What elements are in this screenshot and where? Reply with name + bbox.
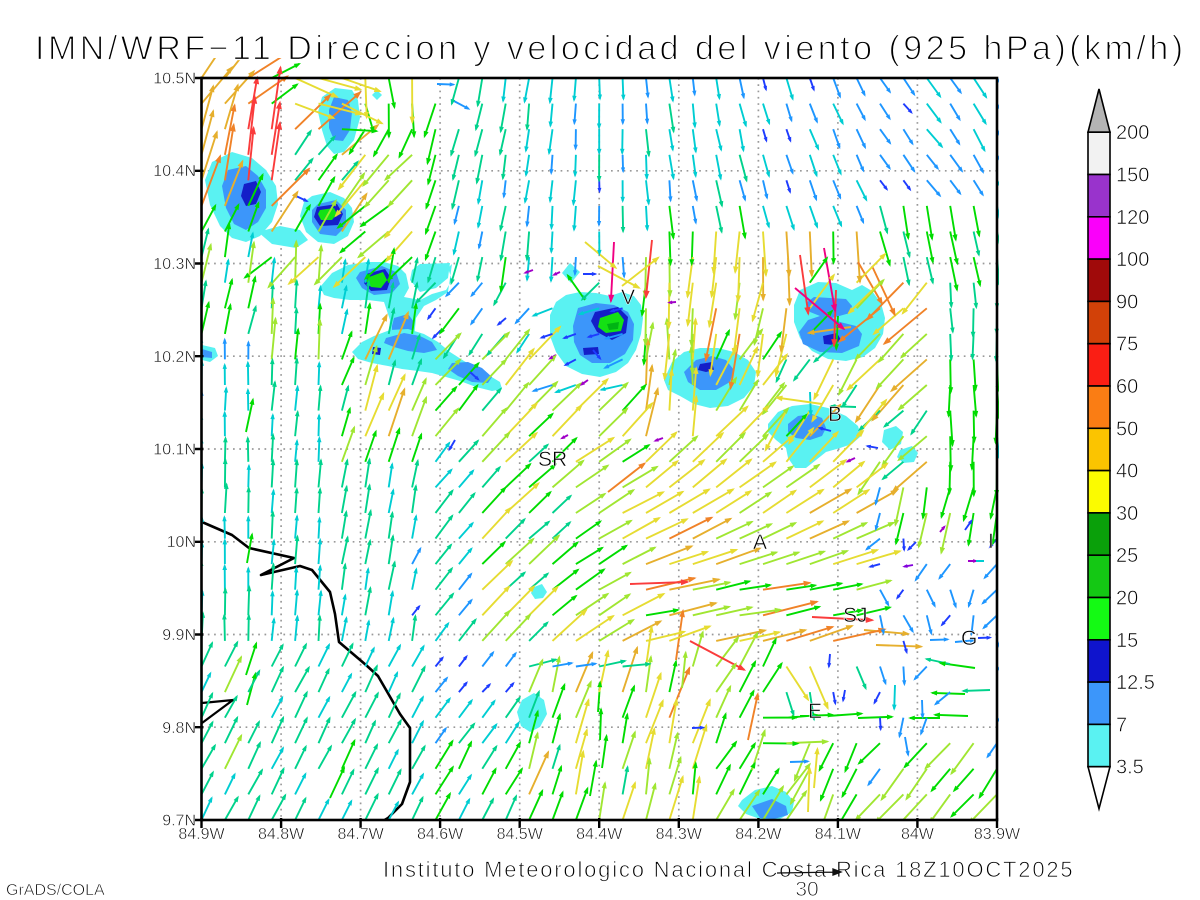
svg-text:V: V xyxy=(621,286,635,309)
svg-text:84W: 84W xyxy=(901,826,935,843)
svg-text:20: 20 xyxy=(1116,588,1138,610)
svg-text:84.3W: 84.3W xyxy=(656,826,703,843)
svg-text:3.5: 3.5 xyxy=(1116,757,1144,779)
svg-text:100: 100 xyxy=(1116,249,1149,271)
svg-text:75: 75 xyxy=(1116,334,1138,356)
svg-text:7: 7 xyxy=(1116,714,1127,736)
svg-text:15: 15 xyxy=(1116,630,1138,652)
svg-text:SR: SR xyxy=(538,448,567,471)
svg-text:50: 50 xyxy=(1116,418,1138,440)
svg-text:9.8N: 9.8N xyxy=(162,720,196,737)
svg-text:200: 200 xyxy=(1116,122,1149,144)
svg-text:83.9W: 83.9W xyxy=(974,826,1021,843)
svg-text:84.1W: 84.1W xyxy=(815,826,862,843)
svg-text:84.9W: 84.9W xyxy=(178,826,225,843)
svg-text:10.3N: 10.3N xyxy=(153,256,196,273)
svg-text:Instituto Meteorologico Nacion: Instituto Meteorologico Nacional Costa R… xyxy=(383,857,1074,882)
svg-text:40: 40 xyxy=(1116,461,1138,483)
svg-text:B: B xyxy=(828,403,842,426)
svg-text:SJ: SJ xyxy=(843,604,868,627)
svg-text:GrADS/COLA: GrADS/COLA xyxy=(6,882,105,899)
svg-text:9.7N: 9.7N xyxy=(162,813,196,830)
svg-text:10.1N: 10.1N xyxy=(153,442,196,459)
svg-text:A: A xyxy=(753,531,767,554)
svg-text:84.7W: 84.7W xyxy=(337,826,384,843)
svg-text:IMN/WRF−11 Direccion y velocid: IMN/WRF−11 Direccion y velocidad del vie… xyxy=(35,30,1187,68)
svg-text:10.4N: 10.4N xyxy=(153,163,196,180)
svg-text:84.4W: 84.4W xyxy=(576,826,623,843)
svg-text:30: 30 xyxy=(795,878,818,900)
svg-text:90: 90 xyxy=(1116,291,1138,313)
svg-text:E: E xyxy=(808,700,822,723)
svg-text:84.8W: 84.8W xyxy=(258,826,305,843)
svg-text:84.2W: 84.2W xyxy=(735,826,782,843)
svg-text:10.2N: 10.2N xyxy=(153,349,196,366)
svg-text:10N: 10N xyxy=(167,534,196,551)
svg-text:I: I xyxy=(988,530,994,553)
svg-text:10.5N: 10.5N xyxy=(153,71,196,88)
svg-text:25: 25 xyxy=(1116,545,1138,567)
svg-text:84.5W: 84.5W xyxy=(497,826,544,843)
svg-text:84.6W: 84.6W xyxy=(417,826,464,843)
svg-text:12.5: 12.5 xyxy=(1116,672,1155,694)
svg-text:150: 150 xyxy=(1116,165,1149,187)
svg-text:120: 120 xyxy=(1116,207,1149,229)
svg-text:30: 30 xyxy=(1116,503,1138,525)
svg-text:G: G xyxy=(961,627,977,650)
svg-text:60: 60 xyxy=(1116,376,1138,398)
svg-text:9.9N: 9.9N xyxy=(162,627,196,644)
